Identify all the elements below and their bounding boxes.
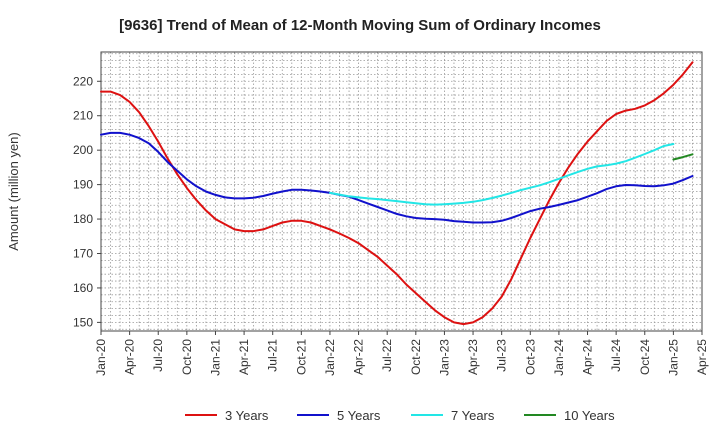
series-lines xyxy=(100,61,694,326)
y-tick-label: 220 xyxy=(73,74,93,88)
y-tick-label: 160 xyxy=(73,281,93,295)
x-tick-label: Jan-24 xyxy=(552,339,566,376)
x-tick-label: Jul-23 xyxy=(495,339,509,372)
legend: 3 Years 5 Years 7 Years 10 Years xyxy=(185,408,615,423)
legend-label: 5 Years xyxy=(337,408,381,423)
legend-label: 7 Years xyxy=(451,408,495,423)
series-line-3-years xyxy=(100,61,694,326)
x-tick-label: Jan-21 xyxy=(208,339,222,376)
legend-label: 10 Years xyxy=(564,408,615,423)
chart-title: [9636] Trend of Mean of 12-Month Moving … xyxy=(119,17,601,34)
x-tick-label: Apr-24 xyxy=(581,339,595,375)
y-tick-label: 170 xyxy=(73,247,93,261)
x-tick-label: Apr-25 xyxy=(695,339,709,375)
x-tick-label: Jan-22 xyxy=(323,339,337,376)
x-tick-label: Apr-21 xyxy=(237,339,251,375)
x-tick-label: Jul-24 xyxy=(609,339,623,372)
x-axis: Jan-20 Apr-20 Jul-20 Oct-20 Jan-21 Apr-21 Jul-… xyxy=(94,331,709,376)
y-axis: 150 160 170 180 190 200 210 220 xyxy=(73,74,101,329)
y-tick-label: 190 xyxy=(73,178,93,192)
x-tick-label: Oct-21 xyxy=(294,339,308,375)
x-tick-label: Oct-20 xyxy=(180,339,194,375)
x-tick-label: Oct-24 xyxy=(638,339,652,375)
y-tick-label: 200 xyxy=(73,143,93,157)
y-axis-label: Amount (million yen) xyxy=(6,132,21,251)
x-tick-label: Apr-20 xyxy=(123,339,137,375)
y-tick-label: 150 xyxy=(73,315,93,329)
y-tick-label: 210 xyxy=(73,109,93,123)
legend-label: 3 Years xyxy=(225,408,269,423)
x-tick-label: Jan-20 xyxy=(94,339,108,376)
x-tick-label: Jul-22 xyxy=(380,339,394,372)
series-line-7-years xyxy=(329,143,675,206)
x-tick-label: Jul-21 xyxy=(266,339,280,372)
x-tick-label: Apr-22 xyxy=(352,339,366,375)
plot-area xyxy=(100,51,703,332)
y-tick-label: 180 xyxy=(73,212,93,226)
x-tick-label: Oct-23 xyxy=(523,339,537,375)
x-tick-label: Oct-22 xyxy=(409,339,423,375)
x-tick-label: Jul-20 xyxy=(151,339,165,372)
x-tick-label: Jan-25 xyxy=(666,339,680,376)
x-tick-label: Jan-23 xyxy=(437,339,451,376)
series-line-10-years xyxy=(672,153,694,161)
gridlines xyxy=(100,52,703,331)
x-tick-label: Apr-23 xyxy=(466,339,480,375)
series-line-5-years xyxy=(100,131,694,224)
